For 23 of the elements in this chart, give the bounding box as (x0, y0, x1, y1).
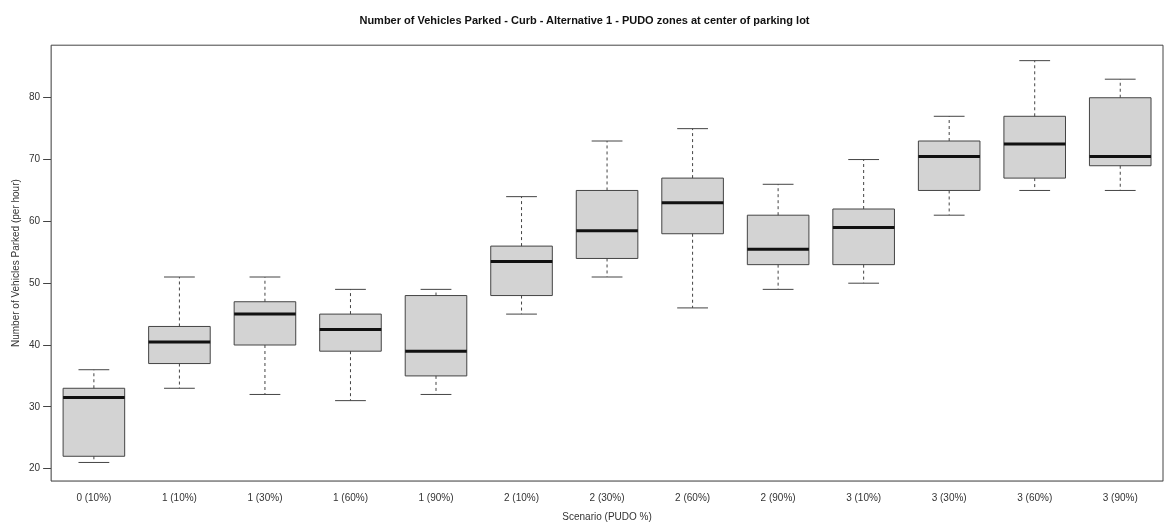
x-tick-label: 3 (90%) (1102, 491, 1138, 503)
y-tick-label: 60 (29, 215, 41, 227)
x-tick-label: 0 (10%) (76, 491, 112, 503)
x-tick-label: 2 (60%) (675, 491, 711, 503)
y-tick-label: 30 (29, 400, 41, 412)
x-tick-label: 1 (10%) (161, 491, 197, 503)
x-tick-label: 2 (90%) (760, 491, 796, 503)
x-tick-label: 1 (60%) (332, 491, 368, 503)
y-tick-label: 80 (29, 91, 41, 103)
x-tick-label: 3 (30%) (931, 491, 967, 503)
y-tick-label: 50 (29, 276, 41, 288)
y-axis-title: Number of Vehicles Parked (per hour) (9, 179, 21, 348)
x-axis-title: Scenario (PUDO %) (562, 510, 652, 522)
x-tick-label: 2 (10%) (504, 491, 540, 503)
y-tick-label: 70 (29, 153, 41, 165)
y-tick-label: 40 (29, 338, 41, 350)
x-tick-label: 2 (30%) (589, 491, 625, 503)
chart-title: Number of Vehicles Parked - Curb - Alternative 1 - PUDO zones at center of parking lot (359, 13, 810, 26)
x-tick-label: 1 (90%) (418, 491, 454, 503)
x-tick-label: 1 (30%) (247, 491, 283, 503)
y-tick-label: 20 (29, 462, 41, 474)
x-tick-label: 3 (60%) (1017, 491, 1053, 503)
x-tick-label: 3 (10%) (846, 491, 882, 503)
